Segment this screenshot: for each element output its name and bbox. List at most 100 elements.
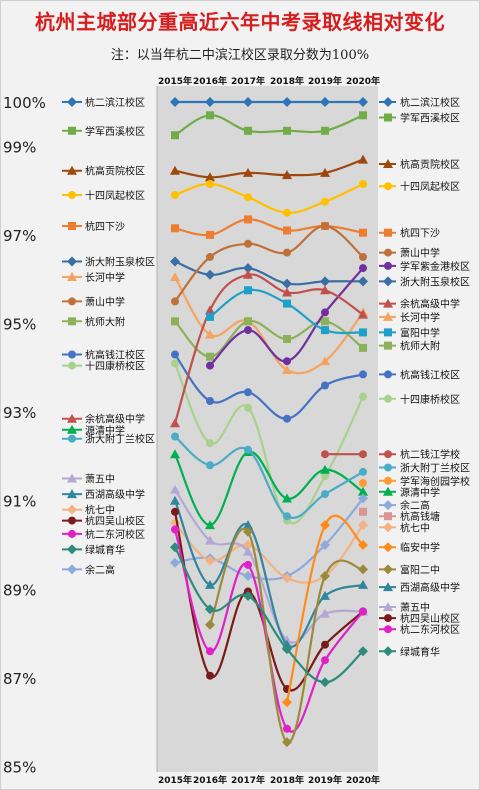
- legend-marker-left: [68, 516, 76, 525]
- data-point: [321, 450, 329, 459]
- data-point: [244, 403, 252, 412]
- data-point: [171, 297, 179, 306]
- legend-label-right: 萧五中: [400, 601, 430, 614]
- legend-label-left: 杭二滨江校区: [85, 96, 145, 109]
- data-point: [283, 512, 291, 521]
- legend-marker-left: [67, 413, 77, 423]
- legend-label-left: 杭四吴山校区: [85, 515, 145, 528]
- data-point: [358, 309, 368, 319]
- data-point: [171, 525, 179, 534]
- series-line: [174, 158, 364, 179]
- legend-marker-left: [68, 297, 76, 306]
- data-point: [206, 647, 214, 656]
- data-point: [320, 97, 330, 107]
- data-point: [171, 131, 179, 140]
- data-point: [170, 165, 180, 175]
- legend-label-right: 杭二东河校区: [400, 623, 460, 636]
- legend-label-left: 杭二东河校区: [85, 528, 145, 541]
- y-tick-label: 99%: [3, 138, 36, 156]
- legend-label-right: 十四凤起校区: [400, 180, 460, 193]
- y-tick-label: 89%: [3, 581, 36, 599]
- data-point: [359, 264, 367, 273]
- data-point: [171, 359, 179, 368]
- data-point: [320, 356, 330, 366]
- legend-marker-right: [383, 522, 393, 533]
- data-point: [320, 285, 330, 295]
- data-point: [205, 520, 215, 530]
- series-line: [285, 514, 364, 703]
- legend-marker-right: [384, 394, 392, 403]
- data-point: [282, 493, 292, 503]
- legend-marker-right: [384, 341, 392, 350]
- legend-marker-right: [384, 113, 392, 122]
- legend-label-right: 绿城育华: [400, 645, 440, 658]
- data-point: [171, 350, 179, 359]
- legend-label-left: 十四康桥校区: [85, 360, 145, 373]
- data-point: [359, 467, 367, 476]
- x-tick-label-bottom: 2017年: [231, 774, 265, 786]
- data-point: [170, 484, 180, 494]
- legend-marker-right: [383, 542, 393, 553]
- legend-label-left: 萧山中学: [85, 295, 125, 308]
- legend-marker-right: [384, 248, 392, 257]
- data-point: [282, 697, 292, 708]
- data-point: [320, 571, 330, 581]
- data-point: [243, 269, 253, 279]
- data-point: [321, 326, 329, 335]
- data-point: [321, 381, 329, 390]
- legend-label-left: 杭七中: [85, 504, 115, 517]
- data-point: [282, 737, 292, 748]
- data-point: [321, 197, 329, 206]
- legend-marker-right: [384, 476, 392, 485]
- legend-label-right: 源清中学: [400, 486, 440, 499]
- data-point: [206, 352, 214, 361]
- legend-marker-left: [67, 544, 77, 555]
- legend-label-right: 西湖高级中学: [400, 581, 460, 594]
- data-point: [320, 520, 330, 531]
- legend-marker-right: [383, 564, 393, 575]
- legend-marker-left: [67, 272, 77, 281]
- y-tick-label: 91%: [3, 493, 36, 511]
- legend-label-right: 杭四下沙: [400, 227, 440, 240]
- legend-label-right: 余二高: [400, 499, 430, 512]
- data-point: [243, 526, 253, 537]
- data-point: [171, 191, 179, 199]
- data-point: [205, 172, 215, 182]
- data-point: [359, 328, 367, 337]
- data-point: [170, 449, 180, 459]
- x-tick-label-bottom: 2018年: [270, 774, 304, 786]
- legend-label-left: 长河中学: [85, 271, 125, 284]
- legend-marker-left: [68, 126, 76, 135]
- legend-label-right: 杭二滨江校区: [400, 96, 460, 109]
- data-point: [170, 272, 180, 281]
- data-point: [359, 111, 367, 120]
- legend-label-left: 杭四下沙: [85, 220, 125, 233]
- data-point: [206, 312, 214, 321]
- data-point: [243, 571, 253, 581]
- data-point: [206, 253, 214, 261]
- data-point: [170, 256, 180, 267]
- legend-marker-left: [67, 489, 77, 499]
- data-point: [206, 180, 214, 188]
- legend-label-right: 杭四吴山校区: [400, 612, 460, 625]
- data-point: [206, 439, 214, 448]
- x-tick-label-top: 2019年: [308, 75, 342, 87]
- legend-label-right: 富阳中学: [400, 326, 440, 339]
- legend-label-left: 十四凤起校区: [85, 189, 145, 202]
- data-point: [243, 263, 253, 274]
- y-tick-label: 85%: [3, 759, 36, 777]
- legend-marker-right: [384, 261, 392, 270]
- legend-label-right: 杭师大附: [400, 340, 440, 353]
- data-point: [243, 167, 253, 177]
- data-point: [321, 126, 329, 135]
- data-point: [244, 326, 252, 335]
- legend-label-right: 十四康桥校区: [400, 393, 460, 406]
- data-point: [321, 640, 329, 649]
- x-tick-label-top: 2017年: [231, 75, 265, 87]
- data-point: [205, 305, 215, 315]
- data-point: [282, 573, 292, 584]
- data-point: [283, 226, 291, 235]
- data-point: [243, 546, 253, 556]
- data-point: [205, 555, 215, 566]
- legend-marker-right: [384, 228, 392, 237]
